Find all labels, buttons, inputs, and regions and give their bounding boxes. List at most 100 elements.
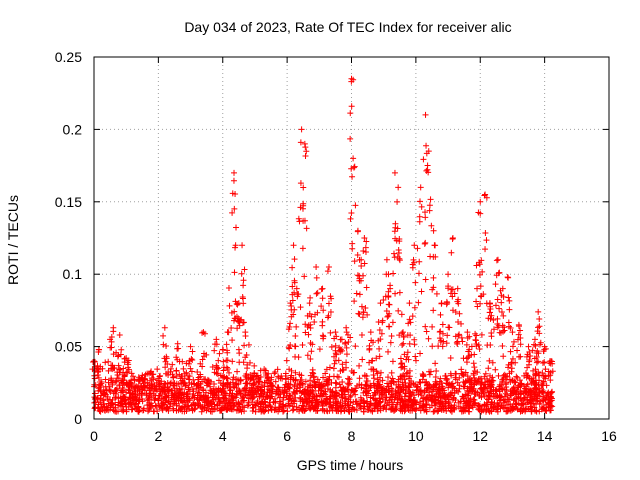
data-point	[267, 380, 274, 387]
data-point	[449, 286, 456, 293]
data-point	[282, 370, 289, 377]
data-point	[177, 375, 184, 382]
data-point	[485, 315, 492, 322]
data-point	[502, 381, 509, 388]
data-point	[271, 370, 278, 377]
data-point	[190, 376, 197, 383]
data-point	[133, 400, 140, 407]
data-point	[398, 311, 405, 318]
data-point	[350, 164, 357, 171]
data-point	[480, 291, 487, 298]
data-point	[464, 373, 471, 380]
data-point	[165, 398, 172, 405]
data-point	[333, 333, 340, 340]
data-point	[379, 377, 386, 384]
data-point	[520, 405, 527, 412]
x-tick-label: 0	[90, 428, 98, 444]
data-point	[436, 328, 443, 335]
data-point	[432, 374, 439, 381]
data-point	[97, 399, 104, 406]
data-point	[316, 346, 323, 353]
data-point	[99, 365, 106, 372]
data-point	[513, 401, 520, 408]
data-point	[536, 323, 543, 330]
data-point	[439, 321, 446, 328]
data-point	[238, 270, 245, 277]
data-point	[414, 245, 421, 252]
data-point	[237, 390, 244, 397]
data-point	[457, 405, 464, 412]
data-point	[360, 408, 367, 415]
data-point	[116, 366, 123, 373]
data-point	[152, 402, 159, 409]
data-point	[486, 309, 493, 316]
data-point	[347, 392, 354, 399]
data-point	[148, 368, 155, 375]
data-point	[261, 366, 268, 373]
data-point	[110, 328, 117, 335]
data-point	[476, 403, 483, 410]
data-point	[383, 256, 390, 263]
data-point	[506, 297, 513, 304]
data-point	[327, 402, 334, 409]
data-point	[211, 347, 218, 354]
data-point	[161, 324, 168, 331]
data-point	[543, 394, 550, 401]
data-point	[465, 354, 472, 361]
data-point	[471, 374, 478, 381]
data-point	[417, 198, 424, 205]
data-point	[337, 368, 344, 375]
data-point	[422, 209, 429, 216]
data-point	[455, 332, 462, 339]
data-point	[373, 384, 380, 391]
data-point	[444, 394, 451, 401]
data-point	[264, 375, 271, 382]
data-point	[536, 377, 543, 384]
data-point	[286, 324, 293, 331]
data-point	[336, 381, 343, 388]
data-point	[367, 400, 374, 407]
data-point	[301, 140, 308, 147]
data-point	[486, 357, 493, 364]
data-point	[482, 370, 489, 377]
data-point	[322, 370, 329, 377]
data-point	[323, 366, 330, 373]
data-point	[481, 384, 488, 391]
data-point	[439, 343, 446, 350]
data-point	[370, 372, 377, 379]
data-point	[231, 205, 238, 212]
data-point	[354, 251, 361, 258]
data-point	[160, 384, 167, 391]
data-point	[429, 323, 436, 330]
data-point	[217, 407, 224, 414]
data-point	[376, 353, 383, 360]
data-point	[422, 323, 429, 330]
data-point	[107, 404, 114, 411]
data-point	[141, 375, 148, 382]
data-point	[424, 381, 431, 388]
data-point	[258, 394, 265, 401]
data-point	[360, 309, 367, 316]
data-point	[376, 345, 383, 352]
data-point	[456, 331, 463, 338]
data-point	[203, 379, 210, 386]
data-point	[519, 401, 526, 408]
data-point	[239, 403, 246, 410]
data-point	[511, 338, 518, 345]
data-point	[515, 384, 522, 391]
data-point	[407, 390, 414, 397]
data-point	[291, 343, 298, 350]
data-point	[533, 359, 540, 366]
data-point	[418, 288, 425, 295]
data-point	[445, 384, 452, 391]
data-point	[513, 373, 520, 380]
data-point	[345, 338, 352, 345]
data-point	[300, 184, 307, 191]
data-point	[280, 389, 287, 396]
data-point	[195, 385, 202, 392]
data-point	[304, 352, 311, 359]
data-point	[243, 380, 250, 387]
data-point	[374, 407, 381, 414]
data-point	[508, 392, 515, 399]
